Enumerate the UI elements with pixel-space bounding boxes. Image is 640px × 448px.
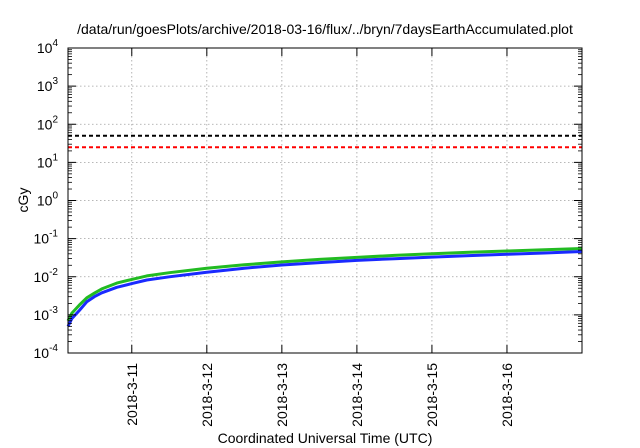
series-line: [66, 250, 583, 328]
series-lines: [66, 247, 583, 328]
y-tick-label: 102: [37, 114, 59, 132]
grid-lines: [68, 48, 582, 353]
y-tick-label: 104: [37, 38, 59, 56]
x-tick-label: 2018-3-14: [349, 363, 365, 427]
x-tick-label: 2018-3-11: [124, 363, 140, 426]
axis-ticks: [68, 47, 582, 354]
y-tick-label: 103: [37, 76, 59, 94]
x-tick-label: 2018-3-16: [499, 363, 515, 427]
y-tick-label: 10-4: [34, 343, 59, 361]
x-tick-label: 2018-3-15: [424, 363, 440, 427]
threshold-lines: [68, 134, 582, 149]
y-tick-label: 100: [37, 191, 59, 209]
y-tick-label: 10-2: [34, 267, 59, 285]
y-tick-label: 10-3: [34, 305, 59, 323]
y-tick-label: 10-1: [34, 229, 59, 247]
series-line: [66, 247, 583, 322]
x-axis-label: Coordinated Universal Time (UTC): [218, 430, 433, 446]
x-tick-label: 2018-3-13: [274, 363, 290, 427]
chart-title: /data/run/goesPlots/archive/2018-03-16/f…: [77, 21, 573, 37]
tick-labels: 10-4 10-3 10-2 10-1 100 101 102 103 104 2018-3-11…: [34, 38, 515, 427]
y-axis-label: cGy: [15, 188, 31, 213]
x-tick-label: 2018-3-12: [199, 363, 215, 427]
y-tick-label: 101: [37, 152, 59, 170]
